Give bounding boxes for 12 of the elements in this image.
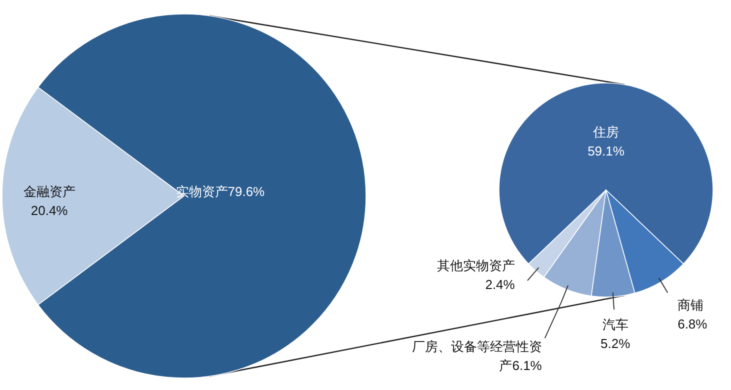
data-label: 2.4% bbox=[485, 277, 516, 292]
slice-label: 厂房、设备等经营性资产6.1% bbox=[412, 339, 542, 374]
data-label: 20.4% bbox=[30, 203, 68, 218]
slice-label: 住房 bbox=[592, 124, 619, 140]
slice-label: 其他实物资产 bbox=[436, 258, 515, 274]
data-label: 6.8% bbox=[678, 316, 708, 332]
slice-label: 实物资产79.6% bbox=[176, 184, 266, 199]
slice-label: 汽车 bbox=[602, 316, 628, 332]
data-label: 5.2% bbox=[600, 336, 631, 351]
slice-label: 商铺 bbox=[678, 297, 704, 312]
slice-label: 金融资产 bbox=[23, 184, 76, 199]
data-label: 59.1% bbox=[588, 144, 625, 158]
